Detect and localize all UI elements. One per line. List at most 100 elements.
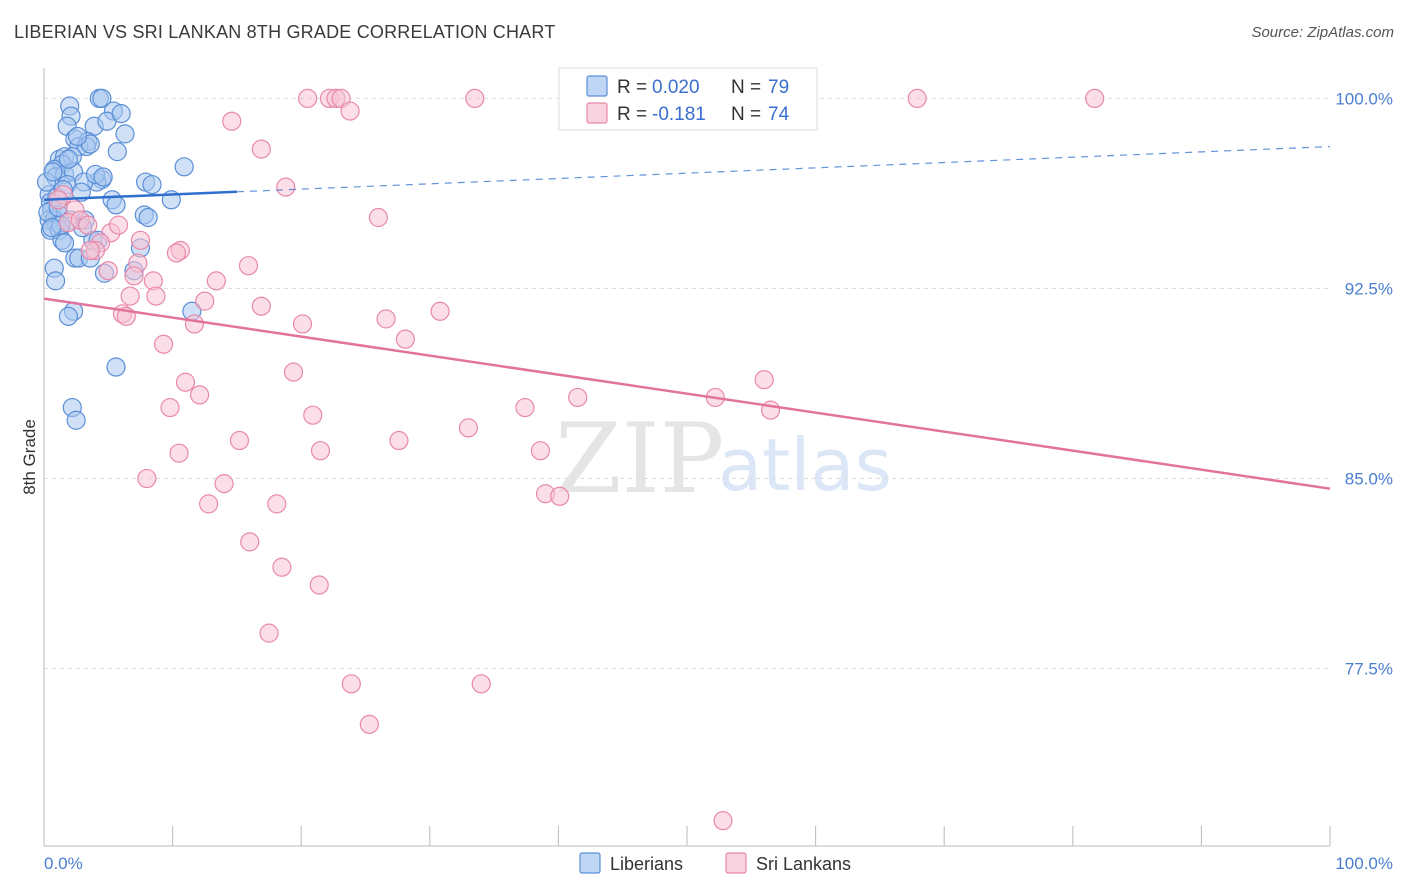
- srilankan-point-57: [530, 441, 550, 461]
- srilankan-point-68: [341, 674, 361, 694]
- srilankan-point-29: [206, 271, 226, 291]
- liberian-point-14: [107, 142, 127, 162]
- srilankan-point-73: [80, 240, 100, 261]
- legend-n-label-liberians: N =: [731, 77, 761, 98]
- gridlines: [44, 97, 1330, 670]
- bottom-legend-swatch-srilankans: [725, 852, 747, 874]
- srilankan-point-33: [251, 296, 271, 316]
- srilankan-point-61: [550, 486, 570, 506]
- srilankan-point-38: [184, 314, 205, 334]
- legend-r-label-srilankans: R =: [617, 104, 647, 125]
- srilankan-point-48: [515, 397, 535, 418]
- x-ticks: [43, 826, 1331, 846]
- legend-n-value-liberians: 79: [768, 77, 789, 98]
- srilankan-point-40: [153, 334, 174, 354]
- legend-swatch-liberians: [586, 75, 608, 97]
- srilankan-point-66: [309, 575, 329, 595]
- srilankan-point-27: [124, 266, 144, 286]
- liberian-point-60: [106, 357, 126, 377]
- liberian-point-46: [54, 233, 75, 253]
- liberian-point-71: [111, 104, 131, 124]
- srilankan-point-4: [465, 88, 485, 109]
- liberian-point-69: [42, 218, 62, 238]
- srilankan-point-70: [359, 714, 379, 734]
- bottom-legend: Liberians Sri Lankans: [579, 852, 851, 874]
- watermark-atlas: atlas: [718, 423, 892, 507]
- srilankan-point-53: [229, 430, 250, 451]
- trendline-srilankans: [43, 297, 1331, 490]
- legend-r-value-liberians: 0.020: [652, 77, 700, 98]
- series-srilankans: [48, 88, 1105, 831]
- bottom-legend-swatch-liberians: [579, 852, 601, 874]
- srilankan-point-42: [283, 362, 304, 382]
- srilankan-point-50: [303, 405, 323, 425]
- liberian-point-23: [174, 157, 194, 177]
- liberian-point-73: [67, 126, 88, 147]
- liberian-point-8: [115, 124, 135, 144]
- y-tick-label-0: 100.0%: [1335, 89, 1393, 108]
- srilankan-point-54: [389, 430, 409, 451]
- srilankan-point-37: [376, 309, 396, 329]
- legend-swatch-srilankans: [586, 102, 608, 124]
- watermark-zip: ZIP: [555, 403, 724, 515]
- srilankan-point-55: [169, 443, 189, 463]
- srilankan-point-10: [276, 177, 296, 197]
- srilankan-point-0: [298, 88, 318, 109]
- srilankan-point-65: [272, 557, 292, 577]
- srilankan-point-25: [238, 256, 259, 276]
- liberian-point-2: [92, 88, 112, 109]
- liberian-point-77: [58, 149, 79, 169]
- srilankan-point-52: [458, 418, 478, 438]
- liberian-point-27: [142, 174, 162, 195]
- srilankan-point-39: [292, 314, 313, 334]
- srilankan-point-67: [259, 623, 279, 643]
- srilankan-point-5: [907, 88, 927, 109]
- legend-n-label-srilankans: N =: [731, 104, 761, 125]
- x-tick-label-max: 100.0%: [1335, 854, 1393, 873]
- trendline-liberians-dashed: [236, 145, 1331, 193]
- srilankan-point-69: [471, 674, 491, 694]
- srilankan-point-17: [368, 207, 388, 228]
- legend-n-value-srilankans: 74: [768, 104, 790, 125]
- srilankan-point-64: [240, 532, 260, 552]
- liberian-point-75: [43, 162, 63, 182]
- watermark: ZIP atlas: [555, 403, 892, 515]
- srilankan-point-47: [160, 397, 180, 418]
- srilankan-point-32: [195, 291, 215, 311]
- legend: R = 0.020 N = 79 R = -0.181 N = 74: [558, 67, 818, 131]
- bottom-legend-label-srilankans: Sri Lankans: [756, 854, 851, 874]
- srilankan-point-56: [310, 441, 331, 461]
- y-tick-label-3: 77.5%: [1345, 660, 1393, 679]
- srilankan-point-41: [395, 329, 415, 349]
- trendlines: [43, 145, 1331, 490]
- chart-title: LIBERIAN VS SRI LANKAN 8TH GRADE CORRELA…: [14, 22, 556, 42]
- srilankan-point-43: [754, 370, 774, 390]
- srilankan-point-6: [1085, 88, 1105, 109]
- srilankan-point-62: [199, 494, 219, 514]
- legend-r-label-liberians: R =: [617, 77, 647, 98]
- srilankan-point-23: [166, 243, 187, 263]
- srilankan-point-16: [78, 215, 98, 235]
- x-tick-label-min: 0.0%: [44, 854, 83, 873]
- srilankan-point-63: [267, 494, 287, 514]
- srilankan-point-21: [130, 230, 151, 250]
- srilankan-point-9: [251, 139, 271, 159]
- legend-r-value-srilankans: -0.181: [652, 104, 706, 125]
- y-tick-labels: 100.0% 92.5% 85.0% 77.5%: [1335, 89, 1393, 678]
- liberian-point-56: [45, 271, 66, 291]
- liberian-point-36: [106, 195, 126, 215]
- srilankan-point-71: [713, 811, 733, 831]
- y-tick-label-1: 92.5%: [1345, 279, 1393, 298]
- y-axis-label: 8th Grade: [20, 419, 39, 495]
- liberian-point-62: [66, 410, 86, 430]
- chart-source: Source: ZipAtlas.com: [1251, 24, 1394, 41]
- srilankan-point-58: [137, 468, 157, 489]
- y-tick-label-2: 85.0%: [1345, 470, 1393, 489]
- srilankan-point-59: [214, 474, 234, 494]
- liberian-point-42: [138, 207, 158, 228]
- bottom-legend-label-liberians: Liberians: [610, 854, 683, 874]
- srilankan-point-26: [98, 261, 118, 281]
- srilankan-point-72: [108, 215, 129, 235]
- trendline-liberians-solid: [43, 190, 237, 202]
